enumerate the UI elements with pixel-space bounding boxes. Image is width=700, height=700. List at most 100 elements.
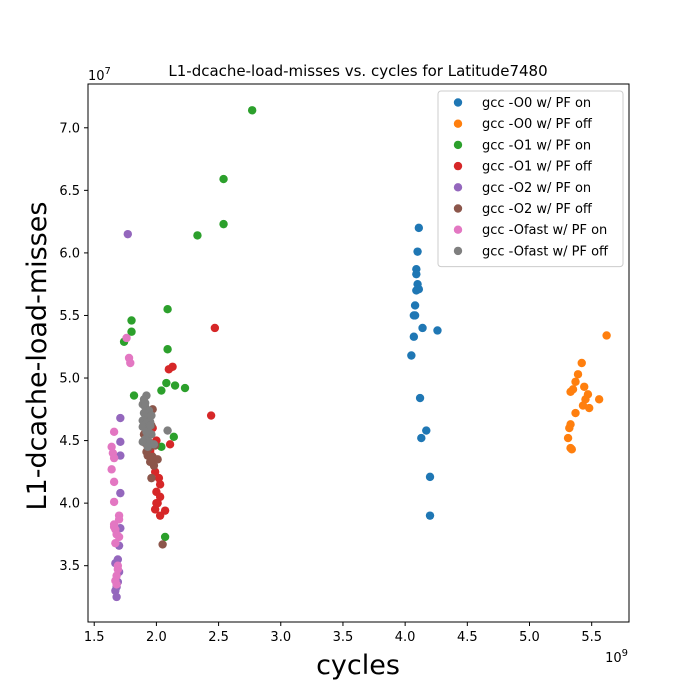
data-point bbox=[417, 433, 426, 443]
x-tick-label: 4.5 bbox=[457, 630, 478, 645]
y-tick-label: 4.0 bbox=[59, 497, 80, 512]
data-point bbox=[155, 511, 165, 520]
data-point bbox=[410, 311, 420, 320]
y-tick-label: 5.0 bbox=[59, 372, 80, 387]
data-point bbox=[141, 398, 150, 408]
data-point bbox=[163, 345, 172, 354]
data-point bbox=[567, 445, 576, 454]
data-point bbox=[412, 269, 421, 279]
data-point bbox=[219, 219, 228, 229]
legend-marker bbox=[453, 183, 463, 192]
data-point bbox=[116, 413, 125, 423]
data-point bbox=[109, 522, 119, 532]
data-point bbox=[127, 316, 136, 325]
x-tick-label: 5.5 bbox=[581, 630, 602, 645]
series-6 bbox=[107, 333, 135, 589]
data-point bbox=[158, 540, 167, 549]
legend-entry: gcc -O1 w/ PF off bbox=[482, 160, 593, 175]
y-tick-label: 3.5 bbox=[59, 559, 80, 574]
plot-frame bbox=[87, 83, 630, 623]
data-point bbox=[109, 453, 119, 463]
data-point bbox=[145, 421, 155, 430]
data-point bbox=[150, 467, 160, 477]
data-point bbox=[152, 498, 161, 508]
series-0 bbox=[407, 223, 442, 520]
data-point bbox=[114, 532, 124, 542]
data-point bbox=[123, 229, 132, 239]
data-point bbox=[143, 451, 152, 460]
legend-entry: gcc -O2 w/ PF on bbox=[482, 181, 591, 196]
data-point bbox=[150, 505, 160, 514]
legend-marker bbox=[453, 119, 463, 128]
x-tick-label: 4.0 bbox=[395, 630, 416, 645]
series-1 bbox=[563, 331, 611, 454]
x-tick-label: 2.0 bbox=[146, 630, 167, 645]
data-point bbox=[193, 231, 202, 240]
data-point bbox=[565, 423, 574, 433]
data-point bbox=[129, 391, 139, 400]
data-point bbox=[147, 411, 156, 420]
data-point bbox=[170, 381, 180, 390]
data-point bbox=[407, 351, 416, 360]
legend-marker bbox=[453, 246, 463, 256]
data-point bbox=[109, 477, 119, 487]
data-point bbox=[143, 442, 152, 452]
y-tick-label: 5.5 bbox=[59, 309, 80, 324]
x-tick-label: 3.5 bbox=[333, 630, 354, 645]
x-axis-label: cycles bbox=[316, 650, 400, 681]
data-point bbox=[409, 332, 419, 341]
data-point bbox=[169, 432, 179, 442]
data-point bbox=[577, 358, 586, 368]
legend-marker bbox=[453, 225, 463, 234]
data-point bbox=[116, 488, 125, 498]
data-point bbox=[164, 365, 174, 374]
x-tick-label: 3.0 bbox=[270, 630, 291, 645]
data-point bbox=[418, 323, 427, 333]
data-point bbox=[116, 437, 125, 447]
y-tick-label: 6.0 bbox=[59, 246, 80, 261]
data-point bbox=[112, 580, 121, 589]
legend-entry: gcc -Ofast w/ PF off bbox=[482, 244, 609, 259]
data-point bbox=[602, 331, 611, 340]
legend-marker bbox=[453, 98, 463, 107]
data-point bbox=[433, 326, 442, 335]
x-tick-label: 5.0 bbox=[519, 630, 540, 645]
data-point bbox=[149, 461, 159, 470]
data-point bbox=[422, 426, 431, 435]
data-point bbox=[219, 174, 228, 184]
x-tick-label: 2.5 bbox=[208, 630, 229, 645]
data-point bbox=[414, 223, 424, 233]
data-point bbox=[585, 403, 594, 413]
data-point bbox=[157, 442, 166, 452]
data-point bbox=[142, 427, 151, 437]
data-point bbox=[425, 472, 435, 482]
data-point bbox=[425, 511, 435, 520]
data-point bbox=[109, 497, 119, 507]
legend-box bbox=[437, 90, 624, 268]
data-point bbox=[594, 395, 604, 404]
data-point bbox=[165, 440, 175, 449]
data-point bbox=[180, 383, 190, 393]
data-point bbox=[210, 323, 220, 333]
data-point bbox=[573, 370, 583, 379]
legend-marker bbox=[453, 204, 463, 213]
data-point bbox=[154, 473, 164, 483]
data-point bbox=[162, 378, 171, 388]
legend-entry: gcc -O2 w/ PF off bbox=[482, 202, 593, 217]
data-point bbox=[163, 426, 172, 435]
data-point bbox=[580, 382, 589, 391]
x-tick-label: 1.5 bbox=[84, 630, 105, 645]
data-point bbox=[107, 465, 116, 474]
data-point bbox=[112, 592, 121, 602]
data-point bbox=[571, 377, 580, 386]
data-point bbox=[160, 532, 170, 542]
data-point bbox=[155, 480, 165, 489]
legend-marker bbox=[453, 140, 463, 150]
data-point bbox=[247, 106, 257, 115]
data-point bbox=[571, 408, 580, 418]
data-point bbox=[111, 586, 120, 595]
chart-title: L1-dcache-load-misses vs. cycles for Lat… bbox=[168, 62, 547, 80]
data-point bbox=[126, 358, 135, 368]
data-point bbox=[163, 305, 172, 314]
